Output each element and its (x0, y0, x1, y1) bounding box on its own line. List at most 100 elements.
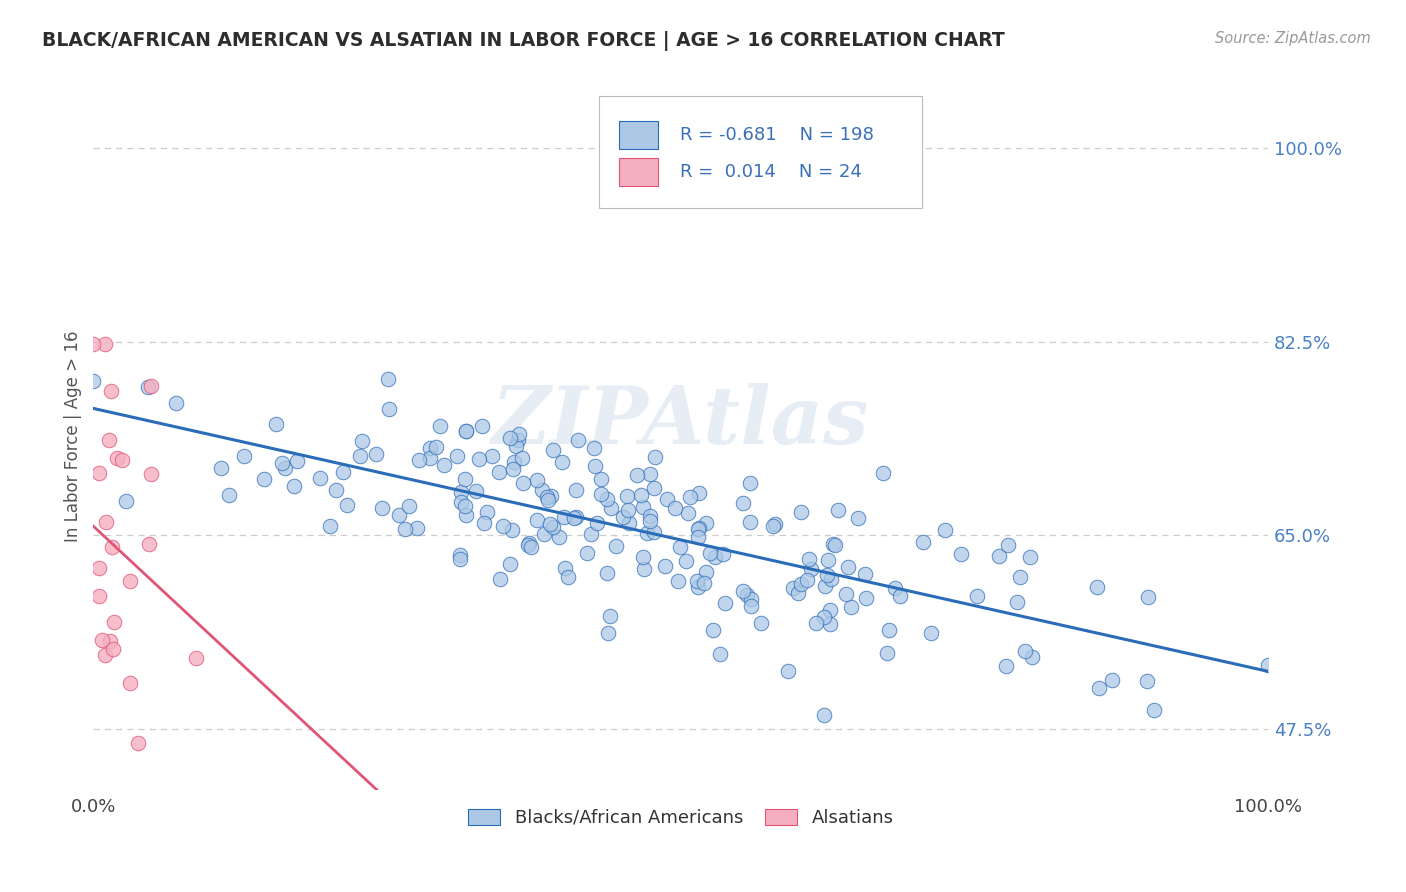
Point (920, 625, 942, 640)
Point (643, 481, 665, 495)
Point (325, 483, 347, 497)
Point (966, 589, 988, 603)
Point (499, 558, 522, 572)
Point (87, 466, 110, 480)
Point (100, 633, 122, 648)
Point (876, 646, 898, 660)
Point (827, 503, 849, 517)
Point (676, 506, 699, 520)
Point (695, 565, 717, 579)
Point (505, 439, 527, 453)
Point (489, 572, 512, 586)
Point (218, 488, 240, 502)
Point (502, 462, 524, 476)
Point (87, 561, 110, 575)
Point (508, 433, 530, 447)
Point (565, 483, 588, 498)
Point (98, 433, 121, 447)
Point (817, 553, 839, 567)
Point (1005, 595, 1028, 609)
Point (537, 492, 560, 507)
Point (599, 501, 621, 516)
Point (699, 546, 721, 560)
Point (633, 500, 655, 515)
Point (165, 396, 187, 410)
Point (714, 596, 737, 610)
Point (617, 516, 640, 531)
Point (538, 517, 561, 532)
Point (596, 491, 619, 506)
Point (837, 559, 859, 574)
Point (100, 384, 122, 398)
Text: Source: ZipAtlas.com: Source: ZipAtlas.com (1215, 31, 1371, 46)
Point (688, 522, 710, 536)
Point (127, 736, 149, 750)
Point (398, 499, 420, 513)
Point (693, 575, 716, 590)
Point (548, 530, 571, 544)
Point (406, 521, 429, 535)
Point (540, 489, 562, 503)
Point (82, 374, 104, 388)
Point (449, 548, 471, 562)
Point (565, 510, 588, 524)
Point (520, 541, 543, 555)
Point (120, 574, 142, 589)
Point (813, 707, 835, 722)
Point (465, 484, 488, 499)
Point (853, 566, 876, 581)
Point (456, 508, 478, 523)
Point (834, 587, 856, 601)
Point (449, 551, 471, 566)
Point (101, 541, 124, 555)
FancyBboxPatch shape (599, 96, 922, 208)
Point (101, 642, 124, 657)
Point (762, 518, 785, 533)
Point (425, 440, 447, 454)
Point (499, 431, 522, 445)
Point (643, 524, 665, 539)
Point (912, 534, 935, 549)
Y-axis label: In Labor Force | Age > 16: In Labor Force | Age > 16 (65, 330, 82, 541)
Point (695, 516, 717, 531)
Point (377, 372, 399, 386)
Point (526, 473, 548, 487)
Point (630, 488, 652, 502)
Point (702, 623, 724, 637)
Point (686, 530, 709, 544)
Point (184, 651, 207, 665)
Point (553, 509, 575, 524)
Point (987, 549, 1010, 563)
Point (1136, 673, 1159, 688)
Point (1143, 703, 1166, 717)
Point (533, 527, 555, 541)
Point (789, 505, 811, 519)
Point (388, 508, 411, 523)
Point (589, 472, 612, 486)
Point (475, 505, 498, 519)
Point (139, 467, 162, 481)
Point (1257, 658, 1279, 673)
Point (93, 648, 115, 663)
Point (820, 573, 842, 587)
Text: BLACK/AFRICAN AMERICAN VS ALSATIAN IN LABOR FORCE | AGE > 16 CORRELATION CHART: BLACK/AFRICAN AMERICAN VS ALSATIAN IN LA… (42, 31, 1005, 51)
Point (364, 447, 387, 461)
Text: R = -0.681    N = 198: R = -0.681 N = 198 (679, 126, 873, 144)
Point (103, 615, 125, 629)
Point (408, 453, 430, 467)
Point (997, 538, 1019, 552)
Point (704, 549, 727, 564)
Point (309, 471, 332, 485)
Point (633, 562, 655, 576)
Point (872, 466, 894, 480)
Point (274, 461, 297, 475)
Point (264, 417, 287, 431)
Point (612, 509, 634, 524)
Point (616, 489, 638, 503)
Point (666, 574, 689, 588)
Point (472, 516, 495, 531)
Point (709, 647, 731, 661)
Point (531, 483, 554, 497)
Point (598, 625, 620, 640)
Point (631, 549, 654, 564)
